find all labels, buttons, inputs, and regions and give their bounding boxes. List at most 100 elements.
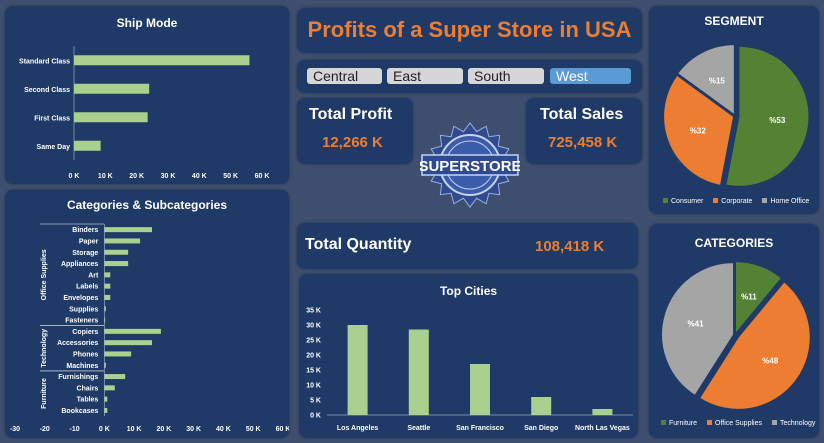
subcategory-label: Envelopes [63,295,98,302]
city-bar [347,325,368,415]
city-tick-label: 25 K [306,338,321,345]
total-profit-value: 12,266 K [322,134,383,151]
categories-slice [698,281,811,410]
ship-category-label: Same Day [37,144,71,151]
subcategory-bar [104,407,108,413]
total-sales-value: 725,458 K [548,134,618,151]
sub-tick-label: 50 K [246,426,261,433]
segment-slice-label: %53 [769,116,786,125]
group-label: Technology [41,329,48,368]
subcategory-label: Binders [72,227,98,234]
subcategory-bar [104,227,152,233]
ship-tick-label: 40 K [192,173,207,180]
top-cities-title: Top Cities [439,284,498,298]
segment-pie-chart: %53 %32 %15 [663,44,810,187]
region-slicer: Central East South West [297,60,642,93]
categories-title: CATEGORIES [694,236,774,250]
segment-slice-label: %15 [709,76,726,85]
ship-tick-label: 50 K [223,173,238,180]
ship-mode-chart: Standard Class Second Class First Class Sam… [19,46,270,180]
logo-text: SUPERSTORE [420,158,520,175]
subcategory-label: Appliances [61,261,98,268]
subcategory-bar [104,351,132,357]
subcategory-bar [104,306,106,312]
ship-mode-panel: Ship Mode Standard Class Second Class Firs… [5,6,289,184]
ship-bar [74,55,250,66]
categories-panel: CATEGORIES %11 %48 %41 Furniture Office Su… [649,224,819,438]
legend-item-furniture: Furniture [661,420,697,427]
total-quantity-card: Total Quantity 108,418 K [297,223,638,269]
subcategory-label: Supplies [69,306,98,313]
ship-tick-label: 10 K [98,173,113,180]
segment-title: SEGMENT [704,14,764,28]
sub-tick-label: 30 K [186,426,201,433]
sub-tick-label: 60 K [276,426,289,433]
subcategory-bar [104,317,106,323]
ship-tick-label: 0 K [69,173,80,180]
total-sales-card: Total Sales 725,458 K [526,98,642,164]
subcategory-label: Labels [76,284,98,291]
subcategories-chart: Binders Paper Storage Appliances Art Labels En… [10,223,289,433]
sub-tick-label: -10 [69,426,79,433]
subcategory-bar [104,340,152,346]
segment-legend: Consumer Corporate Home Office [663,198,809,205]
legend-item-home-office: Home Office [762,198,809,205]
subcategory-label: Bookcases [61,408,98,415]
region-east-button[interactable]: East [387,68,463,84]
segment-slice [676,44,735,116]
city-tick-label: 20 K [306,353,321,360]
ship-category-label: First Class [34,115,70,122]
city-label: San Francisco [456,425,504,432]
total-quantity-value: 108,418 K [535,238,605,255]
city-label: San Diego [524,425,558,432]
segment-slice-label: %32 [690,127,707,136]
subcategory-label: Furnishings [58,374,98,381]
group-label: Office Supplies [41,249,48,300]
subcategory-bar [104,328,161,334]
subcategory-label: Chairs [77,385,99,392]
city-tick-label: 0 K [310,413,321,420]
subcategory-bar [104,385,115,391]
categories-legend: Furniture Office Supplies Technology [661,420,815,427]
subcategory-bar [104,249,129,255]
subcategory-bar [104,283,111,289]
sub-tick-label: 20 K [156,426,171,433]
ship-tick-label: 60 K [255,173,270,180]
ship-category-label: Standard Class [19,58,70,65]
categories-slice-label: %48 [762,357,779,366]
subcategory-label: Phones [73,351,98,358]
city-tick-label: 15 K [306,368,321,375]
subcategory-bar [104,294,111,300]
subcategory-label: Machines [66,363,98,370]
sub-tick-label: 40 K [216,426,231,433]
sub-tick-label: -30 [10,426,20,433]
ship-bar [74,140,101,151]
city-tick-label: 30 K [306,323,321,330]
city-bar [592,409,613,415]
city-bar [470,364,490,415]
top-cities-chart: 0 K 5 K 10 K 15 K 20 K 25 K 30 K 35 K Los Angele… [306,308,633,432]
sub-tick-label: -20 [40,426,50,433]
segment-slice [725,45,810,187]
city-tick-label: 5 K [310,398,321,405]
sub-tick-label: 10 K [127,426,142,433]
subcategory-bar [104,261,129,267]
legend-item-corporate: Corporate [713,198,752,205]
region-west-button[interactable]: West [550,68,631,84]
subcategory-bar [104,238,141,244]
subcategory-label: Storage [72,250,98,257]
legend-item-consumer: Consumer [663,198,703,205]
subcategories-title: Categories & Subcategories [66,198,228,212]
ship-tick-label: 30 K [161,173,176,180]
page-title: Profits of a Super Store in USA [307,17,632,42]
city-label: Los Angeles [337,425,378,432]
legend-item-technology: Technology [771,420,815,427]
total-sales-label: Total Sales [540,106,624,123]
ship-bar [74,112,148,123]
ship-tick-label: 20 K [129,173,144,180]
city-tick-label: 35 K [306,308,321,315]
region-central-button[interactable]: Central [307,68,382,84]
region-south-button[interactable]: South [468,68,544,84]
superstore-logo: SUPERSTORE [420,122,520,208]
top-cities-panel: Top Cities 0 K 5 K 10 K 15 K 20 K 25 K 30 K 35 … [299,274,638,438]
